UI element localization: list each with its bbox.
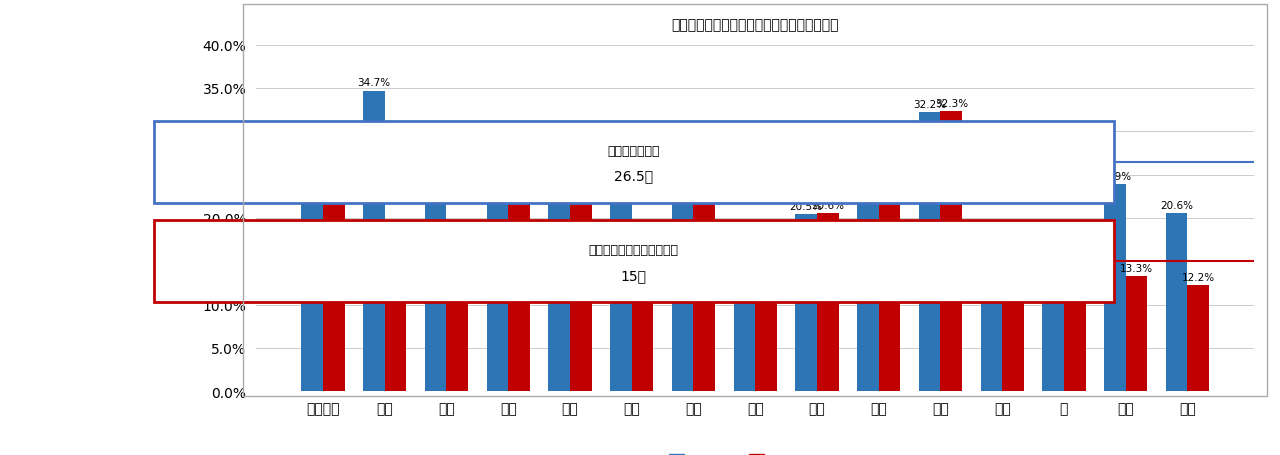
Bar <box>817 213 838 391</box>
Bar <box>1042 273 1064 391</box>
Text: 岡山市一人暮らし高齢者率: 岡山市一人暮らし高齢者率 <box>589 244 678 257</box>
Bar <box>425 176 447 391</box>
Text: 26.5％: 26.5％ <box>614 169 653 183</box>
Bar <box>694 147 716 391</box>
Bar <box>795 214 817 391</box>
Bar <box>941 112 963 391</box>
Bar <box>301 154 323 391</box>
Text: 10.7%: 10.7% <box>997 286 1029 296</box>
Bar <box>733 242 755 391</box>
Text: 13.7%: 13.7% <box>975 260 1007 270</box>
Text: 13.3%: 13.3% <box>1120 263 1153 273</box>
Text: 24.4%: 24.4% <box>851 167 884 177</box>
Text: 13.7%: 13.7% <box>1037 260 1070 270</box>
Text: 12.7%: 12.7% <box>379 268 412 278</box>
Text: 26.1%: 26.1% <box>543 153 576 162</box>
Text: 12.2%: 12.2% <box>1181 273 1215 283</box>
Text: 22.7%: 22.7% <box>564 182 598 192</box>
Bar <box>858 180 878 391</box>
Text: 28.2%: 28.2% <box>687 135 721 145</box>
Text: 27.7%: 27.7% <box>666 139 699 149</box>
Bar <box>980 273 1002 391</box>
Text: 27.7%: 27.7% <box>481 139 515 149</box>
Text: 13.9%: 13.9% <box>626 258 659 268</box>
Title: 各小学校区の高齢化率と一人暮らし高齢者率: 各小学校区の高齢化率と一人暮らし高齢者率 <box>672 18 838 32</box>
Text: 17.7%: 17.7% <box>440 225 474 235</box>
Text: 16.9%: 16.9% <box>750 232 782 242</box>
Bar <box>1064 268 1085 391</box>
Text: 20.5%: 20.5% <box>790 201 823 211</box>
Bar <box>919 113 941 391</box>
Bar <box>755 245 777 391</box>
Text: 20.6%: 20.6% <box>812 200 845 210</box>
Bar <box>878 199 900 391</box>
Bar <box>548 166 570 391</box>
Bar <box>447 238 468 391</box>
Bar <box>1002 299 1024 391</box>
Bar <box>1125 276 1147 391</box>
Text: 22.2%: 22.2% <box>873 187 906 197</box>
Bar <box>385 282 406 391</box>
Text: 岡山市高齢化率: 岡山市高齢化率 <box>607 144 660 157</box>
Legend: 高齢化率, 一人暮らし高齢者率: 高齢化率, 一人暮らし高齢者率 <box>664 449 846 455</box>
Text: 24.6%: 24.6% <box>503 166 535 176</box>
Text: 14.3%: 14.3% <box>1059 255 1092 265</box>
Text: 15％: 15％ <box>621 268 646 282</box>
Bar <box>672 152 694 391</box>
Text: 17.3%: 17.3% <box>728 229 760 239</box>
Bar <box>1166 213 1188 391</box>
Bar <box>570 195 591 391</box>
Bar <box>611 182 632 391</box>
Text: 32.3%: 32.3% <box>934 99 968 109</box>
Bar <box>632 271 653 391</box>
Text: 32.2%: 32.2% <box>913 100 946 110</box>
Text: 20.6%: 20.6% <box>1160 200 1193 210</box>
Bar <box>364 91 385 391</box>
Text: 24.9%: 24.9% <box>419 163 452 173</box>
Bar <box>323 188 344 391</box>
Text: 34.7%: 34.7% <box>357 78 390 88</box>
Text: 27.4%: 27.4% <box>296 142 329 152</box>
Bar <box>1105 185 1125 391</box>
Bar <box>486 152 508 391</box>
Text: 24.2%: 24.2% <box>604 169 637 179</box>
Bar <box>508 179 530 391</box>
Bar <box>1188 286 1210 391</box>
Text: 23.9%: 23.9% <box>1098 172 1132 182</box>
Text: 23.5%: 23.5% <box>317 175 351 185</box>
